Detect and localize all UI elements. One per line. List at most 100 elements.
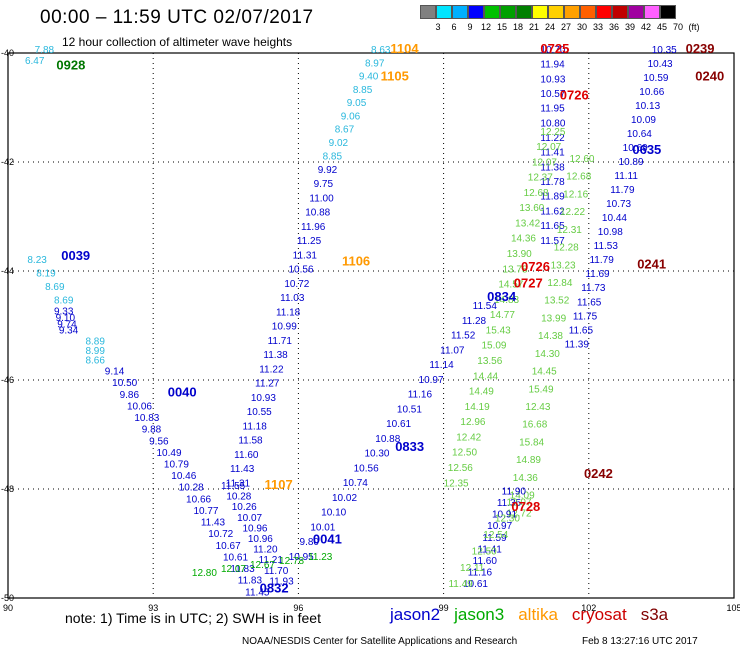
wave-height-value: 8.69: [45, 282, 65, 293]
satellite-legend-item: jason2: [390, 605, 441, 624]
pass-time-label: 0040: [168, 384, 197, 399]
wave-height-value: 8.69: [54, 296, 74, 307]
wave-height-value: 14.09: [510, 491, 535, 502]
wave-height-value: 11.00: [309, 193, 334, 204]
wave-height-value: 6.47: [25, 56, 45, 67]
wave-height-value: 9.56: [149, 436, 169, 447]
wave-height-value: 12.43: [525, 402, 550, 413]
color-scale-unit: (ft): [688, 22, 700, 32]
wave-height-value: 10.09: [631, 115, 656, 126]
wave-height-value: 9.92: [318, 165, 338, 176]
pass-time-label: 0832: [260, 581, 289, 596]
pass-time-label: 0241: [637, 256, 666, 271]
wave-height-value: 11.41: [540, 148, 565, 159]
wave-height-value: 9.75: [314, 179, 334, 190]
wave-height-value: 11.16: [468, 568, 493, 579]
pass-time-label: 0928: [56, 57, 85, 72]
wave-height-value: 9.88: [142, 425, 162, 436]
wave-height-value: 12.67: [250, 560, 275, 571]
wave-height-value: 11.78: [540, 177, 565, 188]
wave-height-value: 10.28: [226, 492, 251, 503]
wave-height-value: 15.09: [481, 341, 506, 352]
wave-height-value: 10.64: [627, 129, 652, 140]
color-scale-tick: 18: [512, 22, 524, 32]
wave-height-value: 8.85: [323, 151, 343, 162]
wave-height-value: 10.99: [272, 322, 297, 333]
wave-height-value: 13.56: [477, 356, 502, 367]
wave-height-value: 12.56: [448, 463, 473, 474]
color-scale-tick: 30: [576, 22, 588, 32]
wave-height-value: 10.67: [216, 541, 241, 552]
wave-height-value: 12.07: [507, 497, 532, 508]
wave-height-value: 15.49: [529, 384, 554, 395]
wave-height-value: 10.56: [354, 463, 379, 474]
wave-height-value: 11.70: [264, 566, 289, 577]
track-pass-0928: 7.886.47: [25, 45, 55, 67]
wave-height-value: 10.89: [619, 157, 644, 168]
color-scale-tick: 70: [672, 22, 684, 32]
color-swatch: [468, 5, 484, 19]
lon-tick-label: 99: [439, 603, 449, 613]
wave-height-value: 12.42: [456, 432, 481, 443]
wave-height-value: 9.10: [56, 313, 76, 324]
wave-height-value: 10.97: [419, 375, 444, 386]
wave-height-value: 10.95: [289, 552, 314, 563]
track-pass-0039: 8.23 8.19 8.69 8.69: [27, 255, 74, 307]
wave-height-value: 10.97: [487, 521, 512, 532]
wave-height-value: 9.05: [347, 98, 367, 109]
wave-height-value: 11.83: [230, 564, 255, 575]
wave-height-value: 11.49: [448, 579, 473, 590]
wave-height-value: 11.94: [540, 60, 565, 71]
wave-height-value: 10.43: [648, 59, 673, 70]
wave-height-value: 10.44: [602, 213, 627, 224]
satellite-legend-item: cryosat: [571, 605, 627, 624]
wave-height-value: 11.38: [540, 162, 565, 173]
wave-height-value: 11.27: [255, 379, 280, 390]
wave-height-value: 12.72: [507, 508, 532, 519]
wave-height-value: 12.68: [566, 172, 591, 183]
wave-height-value: 11.83: [238, 576, 263, 587]
page-title: 00:00 – 11:59 UTC 02/07/2017: [40, 7, 314, 28]
wave-height-value: 14.19: [465, 402, 490, 413]
color-swatch: [500, 5, 516, 19]
color-scale-tick: 39: [624, 22, 636, 32]
wave-height-value: 8.85: [353, 85, 373, 96]
wave-height-value: 13.23: [551, 260, 576, 271]
wave-height-value: 10.50: [112, 378, 137, 389]
wave-height-value: 10.30: [364, 449, 389, 460]
lat-tick-label: -50: [1, 593, 14, 603]
wave-height-value: 8.63: [371, 45, 391, 56]
wave-height-value: 10.13: [635, 101, 660, 112]
wave-height-value: 11.79: [589, 255, 614, 266]
wave-height-value: 12.11: [460, 563, 485, 574]
track-pass-0040: 9.1410.509.8610.0610.839.889.5610.4910.7…: [105, 367, 270, 599]
wave-height-value: 11.22: [259, 364, 284, 375]
color-swatch: [660, 5, 676, 19]
wave-height-value: 12.07: [536, 142, 561, 153]
track-pass-1105: 9.92 9.75 11.00 10.88 11.96 11.25 11.31 10.56 10…: [226, 165, 338, 489]
wave-height-value: 14.57: [498, 280, 523, 291]
wave-height-value: 10.72: [284, 279, 309, 290]
pass-time-label: 1107: [265, 477, 293, 492]
track-pass-0832: 10.95 9.80 10.01 10.10 10.02 10.74 10.56 10.30 1…: [289, 301, 498, 563]
wave-height-value: 10.57: [540, 89, 565, 100]
wave-height-value: 9.02: [329, 138, 349, 149]
pass-time-label: 0834: [487, 289, 517, 304]
wave-height-value: 13.90: [507, 249, 532, 260]
wave-height-value: 10.96: [248, 534, 273, 545]
wave-height-value: 11.14: [429, 360, 454, 371]
color-swatch: [628, 5, 644, 19]
color-scale-tick: 21: [528, 22, 540, 32]
wave-height-value: 11.65: [540, 221, 565, 232]
wave-height-value: 11.69: [585, 269, 610, 280]
wave-height-value: 11.54: [473, 301, 498, 312]
wave-height-value: 11.38: [263, 350, 288, 361]
wave-height-value: 12.35: [444, 478, 469, 489]
color-swatch: [420, 5, 436, 19]
color-scale-tick: 12: [480, 22, 492, 32]
lat-tick-label: -40: [1, 48, 14, 58]
color-scale-tick: 3: [435, 22, 441, 32]
wave-height-value: 10.49: [157, 448, 182, 459]
color-scale-tick: 27: [560, 22, 572, 32]
